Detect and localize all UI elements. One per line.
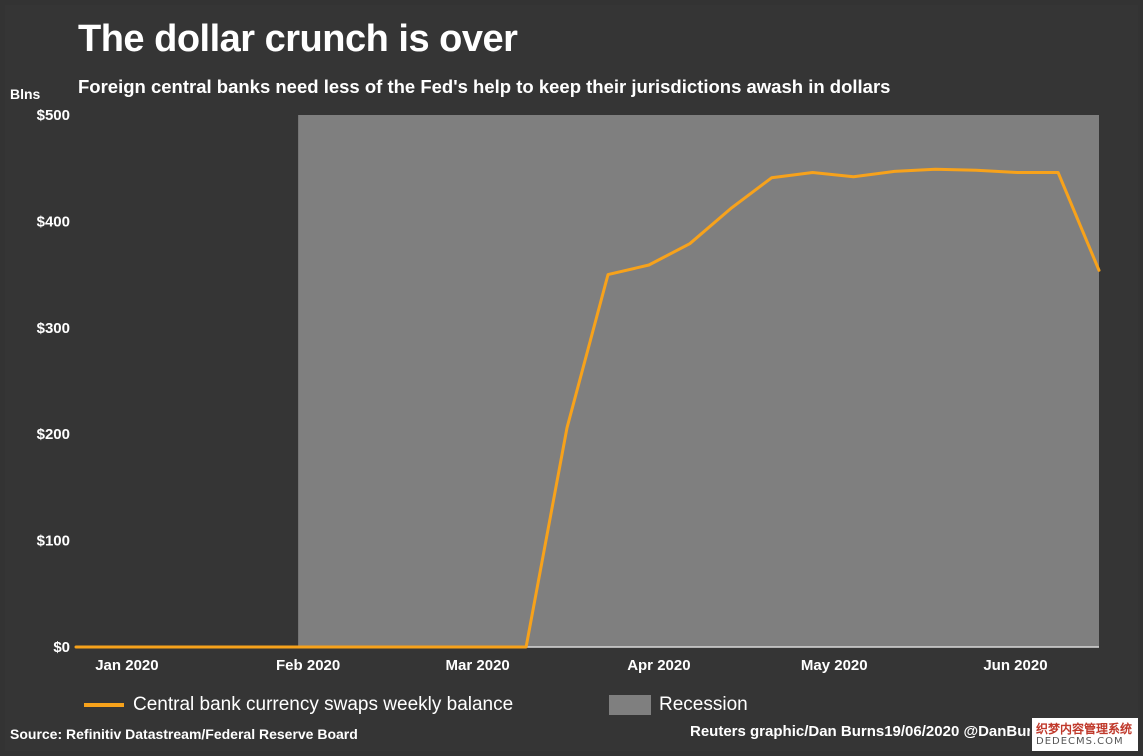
legend-series-swatch (84, 703, 124, 707)
x-tick-label: Feb 2020 (276, 657, 340, 674)
watermark-top-text: 织梦内容管理系统 (1036, 722, 1133, 736)
watermark-logo: 织梦内容管理系统 DEDECMS.COM (1032, 718, 1138, 751)
y-tick-label: $200 (37, 426, 70, 443)
source-note: Source: Refinitiv Datastream/Federal Res… (10, 726, 358, 742)
series-line (74, 167, 1101, 649)
x-tick-label: Jun 2020 (983, 657, 1047, 674)
credit-note: Reuters graphic/Dan Burns19/06/2020 @Dan… (690, 723, 1030, 740)
y-tick-label: $0 (53, 639, 70, 656)
x-tick-label: May 2020 (801, 657, 868, 674)
x-tick-label: Jan 2020 (95, 657, 158, 674)
y-tick-label: $400 (37, 213, 70, 230)
y-tick-label: $300 (37, 320, 70, 337)
legend-series-label: Central bank currency swaps weekly balan… (133, 694, 514, 715)
watermark-bottom-text: DEDECMS.COM (1036, 736, 1124, 747)
y-tick-label: $500 (37, 107, 70, 124)
chart-title: The dollar crunch is over (78, 18, 518, 60)
recession-band (298, 115, 1099, 647)
legend-recession-swatch (609, 695, 651, 715)
x-tick-label: Mar 2020 (446, 657, 510, 674)
line-chart: $0 $100 $200 $300 $400 $500 Jan 2020 Feb 2020 Ma… (37, 107, 1101, 674)
y-tick-label: $100 (37, 533, 70, 550)
chart-subtitle: Foreign central banks need less of the F… (78, 76, 891, 97)
legend-recession-label: Recession (659, 694, 748, 715)
x-tick-label: Apr 2020 (627, 657, 690, 674)
y-axis-unit-label: Blns (10, 86, 41, 102)
